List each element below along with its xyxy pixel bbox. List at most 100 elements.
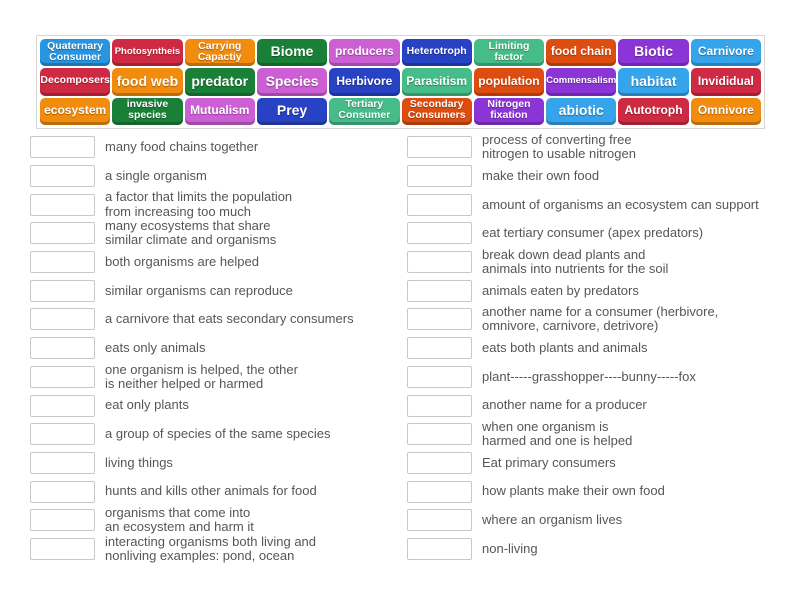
answer-slot[interactable] bbox=[407, 537, 472, 560]
definition-text: where an organism lives bbox=[482, 512, 623, 528]
definition-text: a factor that limits the population from… bbox=[105, 189, 293, 219]
definition-row: eat tertiary consumer (apex predators) bbox=[407, 219, 793, 248]
word-tile[interactable]: Parasitism bbox=[401, 68, 472, 96]
definition-text: eats both plants and animals bbox=[482, 340, 648, 355]
definition-row: non-living bbox=[407, 535, 793, 564]
definitions-column-right: process of converting free nitrogen to u… bbox=[407, 132, 793, 564]
definition-row: make their own food bbox=[407, 162, 793, 191]
definition-row: eats only animals bbox=[30, 334, 404, 363]
word-tile[interactable]: Invididual bbox=[690, 68, 761, 96]
definition-text: both organisms are helped bbox=[105, 253, 259, 269]
definition-row: eat only plants bbox=[30, 391, 404, 420]
word-tile[interactable]: ecosystem bbox=[40, 97, 111, 125]
word-tile[interactable]: Autotroph bbox=[618, 97, 689, 125]
answer-slot[interactable] bbox=[30, 222, 95, 245]
answer-slot[interactable] bbox=[30, 193, 95, 216]
answer-slot[interactable] bbox=[30, 279, 95, 302]
definition-text: similar organisms can reproduce bbox=[105, 282, 293, 298]
word-tile[interactable]: Biome bbox=[256, 39, 328, 67]
answer-slot[interactable] bbox=[407, 423, 472, 446]
answer-slot[interactable] bbox=[30, 251, 95, 274]
definition-text: Eat primary consumers bbox=[482, 454, 616, 470]
word-tile[interactable]: predator bbox=[184, 68, 255, 96]
word-tile[interactable]: producers bbox=[329, 39, 400, 67]
definition-row: process of converting free nitrogen to u… bbox=[407, 132, 793, 162]
answer-slot[interactable] bbox=[407, 193, 472, 216]
definition-text: another name for a producer bbox=[482, 397, 647, 413]
answer-slot[interactable] bbox=[407, 337, 472, 360]
answer-slot[interactable] bbox=[407, 222, 472, 245]
definition-text: many ecosystems that share similar clima… bbox=[105, 218, 277, 248]
word-tile[interactable]: Biotic bbox=[618, 39, 689, 67]
answer-slot[interactable] bbox=[30, 480, 95, 503]
word-tile[interactable]: habitat bbox=[618, 68, 689, 96]
answer-slot[interactable] bbox=[407, 308, 472, 331]
word-tile[interactable]: Limiting factor bbox=[473, 39, 545, 67]
answer-slot[interactable] bbox=[407, 165, 472, 188]
definition-text: eat only plants bbox=[105, 397, 189, 413]
answer-slot[interactable] bbox=[407, 136, 472, 159]
word-tile[interactable]: Quaternary Consumer bbox=[40, 39, 111, 67]
answer-slot[interactable] bbox=[30, 537, 95, 560]
word-tile[interactable]: Prey bbox=[256, 97, 328, 125]
definition-text: process of converting free nitrogen to u… bbox=[482, 132, 636, 162]
word-tile[interactable]: population bbox=[473, 68, 545, 96]
word-tile[interactable]: Commensalism bbox=[546, 68, 617, 96]
definition-row: organisms that come into an ecosystem an… bbox=[30, 505, 404, 535]
definition-row: both organisms are helped bbox=[30, 248, 404, 277]
definition-text: non-living bbox=[482, 540, 538, 556]
word-tile[interactable]: Carrying Capactiy bbox=[184, 39, 255, 67]
word-tile[interactable]: Secondary Consumers bbox=[401, 97, 472, 125]
word-tile[interactable]: Herbivore bbox=[329, 68, 400, 96]
word-tile[interactable]: abiotic bbox=[546, 97, 617, 125]
definition-text: make their own food bbox=[482, 167, 600, 183]
word-tile[interactable]: food web bbox=[112, 68, 183, 96]
word-tile[interactable]: Carnivore bbox=[690, 39, 761, 67]
word-tile[interactable]: Decomposers bbox=[40, 68, 111, 96]
definition-row: a single organism bbox=[30, 162, 404, 191]
answer-slot[interactable] bbox=[30, 308, 95, 331]
definition-row: another name for a consumer (herbivore, … bbox=[407, 305, 793, 334]
definition-text: plant-----grasshopper----bunny-----fox bbox=[482, 368, 696, 384]
definition-row: break down dead plants and animals into … bbox=[407, 247, 793, 277]
word-tile[interactable]: Nitrogen fixation bbox=[473, 97, 545, 125]
definition-row: a carnivore that eats secondary consumer… bbox=[30, 305, 404, 334]
word-tile[interactable]: Heterotroph bbox=[401, 39, 472, 67]
answer-slot[interactable] bbox=[30, 423, 95, 446]
definition-text: a single organism bbox=[105, 167, 207, 183]
answer-slot[interactable] bbox=[407, 365, 472, 388]
answer-slot[interactable] bbox=[30, 165, 95, 188]
word-tile[interactable]: invasive species bbox=[112, 97, 183, 125]
definition-row: Eat primary consumers bbox=[407, 449, 793, 478]
definition-text: interacting organisms both living and no… bbox=[105, 533, 317, 563]
definition-text: a group of species of the same species bbox=[105, 426, 331, 442]
word-tile[interactable]: food chain bbox=[546, 39, 617, 67]
word-tile[interactable]: Photosyntheis bbox=[112, 39, 183, 67]
definition-row: how plants make their own food bbox=[407, 477, 793, 506]
answer-slot[interactable] bbox=[30, 337, 95, 360]
answer-slot[interactable] bbox=[407, 394, 472, 417]
word-tile[interactable]: Tertiary Consumer bbox=[329, 97, 400, 125]
definition-row: many ecosystems that share similar clima… bbox=[30, 219, 404, 248]
answer-slot[interactable] bbox=[30, 451, 95, 474]
answer-slot[interactable] bbox=[407, 480, 472, 503]
definition-text: how plants make their own food bbox=[482, 483, 665, 499]
answer-slot[interactable] bbox=[30, 365, 95, 388]
answer-slot[interactable] bbox=[30, 136, 95, 159]
answer-slot[interactable] bbox=[30, 509, 95, 532]
word-tile[interactable]: Omnivore bbox=[690, 97, 761, 125]
answer-slot[interactable] bbox=[407, 509, 472, 532]
definition-text: eats only animals bbox=[105, 340, 206, 355]
definition-text: amount of organisms an ecosystem can sup… bbox=[482, 196, 759, 212]
answer-slot[interactable] bbox=[407, 451, 472, 474]
definition-text: a carnivore that eats secondary consumer… bbox=[105, 311, 354, 327]
answer-slot[interactable] bbox=[407, 279, 472, 302]
word-bank: Quaternary Consumer Photosyntheis Carrying… bbox=[36, 35, 765, 129]
definitions-column-left: many food chains together a single organi… bbox=[30, 133, 404, 563]
word-tile[interactable]: Species bbox=[256, 68, 328, 96]
word-tile[interactable]: Mutualism bbox=[184, 97, 255, 125]
definition-text: when one organism is harmed and one is h… bbox=[482, 418, 633, 449]
answer-slot[interactable] bbox=[30, 394, 95, 417]
definition-row: living things bbox=[30, 449, 404, 478]
answer-slot[interactable] bbox=[407, 251, 472, 274]
